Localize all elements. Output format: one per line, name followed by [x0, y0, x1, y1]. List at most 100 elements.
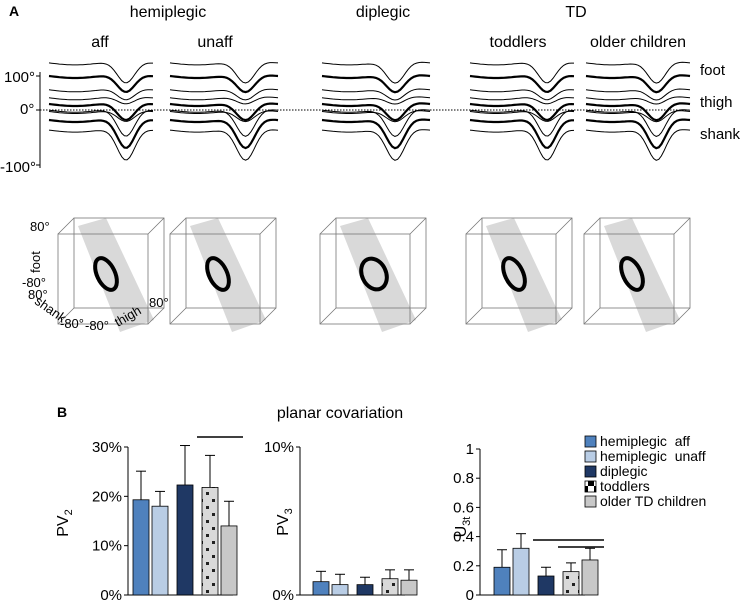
cube-back-face [185, 217, 277, 309]
cube-shank-max: 80° [28, 287, 48, 302]
cube-edge [583, 307, 601, 325]
angle-curve [321, 96, 431, 105]
angle-curve [169, 102, 279, 122]
angle-curves-toddlers [469, 62, 575, 161]
angle-curve [48, 129, 154, 161]
y-tick-label: 0% [100, 587, 122, 604]
angle-curve [585, 109, 691, 137]
bar [562, 571, 580, 596]
chart-pv3: 0% 10% PV3 [264, 439, 418, 604]
angle-curve [585, 102, 691, 122]
y-tick-label: 1 [466, 441, 474, 458]
angle-curve [169, 129, 279, 161]
y-tick-minus100: -100° [0, 159, 36, 176]
y-tick-label: 0% [272, 587, 294, 604]
legend-label-diplegic: diplegic [600, 463, 647, 479]
cube-front-face [169, 233, 261, 325]
angle-curve [321, 109, 431, 137]
cube-foot-label: foot [28, 251, 43, 273]
covariation-cube-diplegic [319, 217, 427, 332]
gait-loop [501, 256, 527, 292]
cube-back-face [599, 217, 691, 309]
bar [400, 579, 418, 596]
y-tick-label: 10% [264, 439, 294, 456]
angle-curves-aff [48, 62, 154, 161]
angle-curve [48, 97, 154, 105]
angle-curve [48, 102, 154, 122]
cube-back-face [335, 217, 427, 309]
y-tick-label: 10% [92, 538, 122, 555]
angle-curve [321, 74, 431, 94]
y-tick-label: 30% [92, 439, 122, 456]
angle-curve [48, 110, 154, 122]
angle-curve [321, 88, 431, 101]
bar [220, 525, 238, 596]
cube-edge [583, 217, 601, 235]
angle-curve [469, 109, 574, 137]
angle-curve [469, 110, 575, 122]
angle-curves-diplegic [321, 61, 431, 161]
cube-shank-min: -80° [60, 316, 84, 331]
angle-curve [585, 129, 691, 161]
angle-curve [321, 118, 431, 150]
bar [312, 581, 330, 596]
cube-foot-max: 80° [30, 219, 50, 234]
legend-swatch-older [584, 495, 597, 508]
cube-back-face [481, 217, 573, 309]
gait-loop [619, 256, 645, 292]
cube-back-face [73, 217, 165, 309]
legend-swatch-unaff [584, 450, 597, 463]
angle-curve [469, 129, 575, 161]
gait-loop [205, 256, 231, 292]
angle-curve [469, 97, 575, 105]
angle-curve [169, 74, 279, 94]
angle-curve [169, 96, 279, 105]
y-axis-label: U3t [453, 517, 473, 538]
group-title-td: TD [565, 4, 586, 21]
bar [356, 584, 374, 596]
y-tick-label: 0.2 [453, 558, 474, 575]
angle-curve [169, 109, 279, 137]
bar [493, 566, 511, 596]
segment-label-thigh: thigh [700, 94, 733, 111]
angle-curve [48, 89, 154, 101]
subgroup-title-older-children: older children [590, 34, 686, 51]
y-tick-label: 0 [466, 587, 474, 604]
bar [151, 505, 169, 596]
y-tick-label: 20% [92, 488, 122, 505]
cube-thigh-max: 80° [149, 295, 169, 310]
cube-foot-min: -80° [22, 275, 46, 290]
panel-b-label: B [57, 404, 67, 420]
y-axis-label: PV3 [275, 508, 295, 535]
angle-curve [585, 118, 691, 150]
cube-edge [169, 217, 187, 235]
legend-label-toddlers: toddlers [600, 478, 650, 494]
angle-curve [469, 62, 574, 84]
bar [331, 584, 349, 596]
angle-curve [48, 74, 154, 94]
cube-edge [57, 217, 75, 235]
segment-label-foot: foot [700, 62, 726, 79]
cube-edge [147, 217, 165, 235]
chart-u3t: 0 0.2 0.4 0.6 0.8 1 U3t [453, 441, 604, 604]
legend-label-older: older TD children [600, 493, 706, 509]
cube-edge [57, 307, 75, 325]
covariation-cube-toddlers [465, 217, 573, 332]
legend-swatch-aff [584, 435, 597, 448]
angle-curve [585, 61, 691, 84]
subgroup-title-aff: aff [91, 34, 109, 51]
legend-swatch-toddlers [584, 480, 597, 493]
cube-edge [259, 217, 277, 235]
bar [512, 547, 530, 596]
legend-label-unaff: hemiplegic unaff [600, 448, 706, 464]
cube-edge [259, 307, 277, 325]
cube-edge [147, 307, 165, 325]
angle-curve [48, 109, 153, 137]
subgroup-title-toddlers: toddlers [490, 34, 547, 51]
angle-curve [321, 129, 431, 161]
segment-label-shank: shank [700, 126, 741, 143]
y-tick-100: 100° [4, 69, 35, 86]
panel-b-title: planar covariation [277, 405, 403, 422]
cube-front-face [57, 233, 149, 325]
